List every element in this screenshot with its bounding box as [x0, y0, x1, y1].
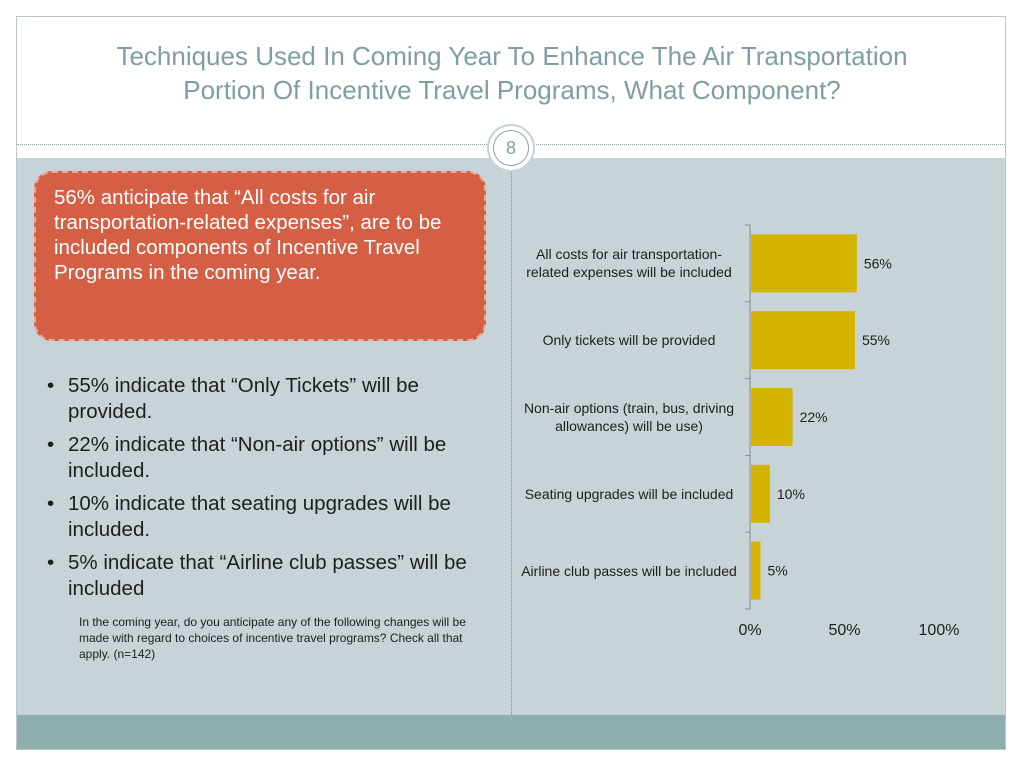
bullet-item: • 22% indicate that “Non-air options” wil…: [41, 432, 501, 483]
category-label: All costs for air transportation-related…: [526, 246, 732, 281]
bullet-text: 5% indicate that “Airline club passes” w…: [68, 551, 467, 600]
bullet-icon: •: [47, 492, 55, 515]
bullet-icon: •: [47, 433, 55, 456]
bullet-icon: •: [47, 374, 55, 397]
survey-footnote: In the coming year, do you anticipate an…: [79, 615, 466, 661]
bar-chart-svg: 56% 55% 22% 10% 5% 0% 50% 100%: [738, 224, 960, 639]
data-label: 22%: [800, 409, 828, 425]
x-tick-label: 50%: [828, 622, 860, 639]
bar: [751, 464, 770, 523]
title-line-2: Portion Of Incentive Travel Programs, Wh…: [183, 75, 841, 105]
title-line-1: Techniques Used In Coming Year To Enhanc…: [116, 41, 908, 71]
bar-chart: 56% 55% 22% 10% 5% 0% 50% 100% All costs for ai…: [512, 158, 1005, 658]
data-label: 10%: [777, 486, 805, 502]
category-label: Non-air options (train, bus, driving all…: [523, 400, 735, 434]
bar: [751, 234, 857, 293]
bullet-text: 22% indicate that “Non-air options” will…: [68, 433, 447, 482]
bar: [751, 388, 793, 446]
bullet-item: • 55% indicate that “Only Tickets” will b…: [41, 373, 501, 424]
slide-title: Techniques Used In Coming Year To Enhanc…: [17, 39, 1005, 107]
column-divider: [511, 158, 512, 715]
category-label: Seating upgrades will be included: [524, 485, 734, 502]
slide-frame: Techniques Used In Coming Year To Enhanc…: [16, 16, 1006, 750]
bullet-list: • 55% indicate that “Only Tickets” will b…: [41, 373, 501, 609]
highlight-callout: 56% anticipate that “All costs for air t…: [34, 171, 486, 341]
bullet-item: • 5% indicate that “Airline club passes” …: [41, 550, 501, 601]
bar: [751, 541, 761, 600]
data-label: 55%: [862, 332, 890, 348]
x-tick-label: 0%: [738, 622, 761, 639]
page-number-badge: 8: [487, 124, 535, 172]
data-label: 5%: [767, 563, 787, 579]
category-label: Only tickets will be provided: [542, 332, 716, 349]
bullet-icon: •: [47, 551, 55, 574]
data-label: 56%: [864, 255, 892, 271]
bullet-item: • 10% indicate that seating upgrades will…: [41, 491, 501, 542]
category-label: Airline club passes will be included: [521, 562, 737, 579]
x-tick-label: 100%: [919, 622, 960, 639]
bullet-text: 10% indicate that seating upgrades will …: [68, 492, 451, 541]
bar: [751, 311, 855, 370]
bullet-text: 55% indicate that “Only Tickets” will be…: [68, 374, 419, 423]
page-number: 8: [493, 130, 529, 166]
footer-band: [17, 715, 1005, 749]
